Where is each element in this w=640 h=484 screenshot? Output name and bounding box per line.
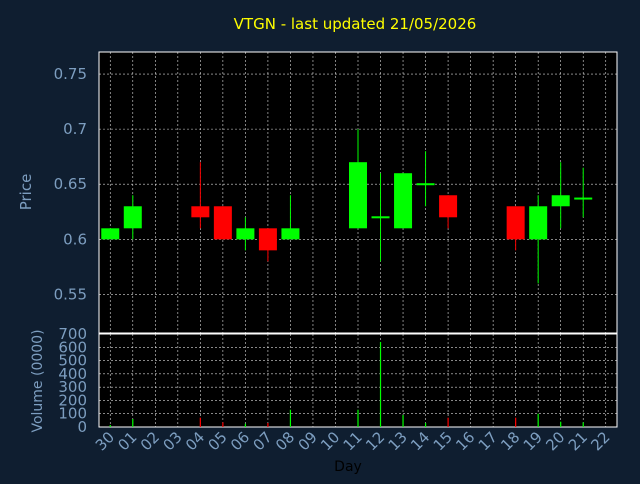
- candle-body: [416, 183, 435, 186]
- chart-title: VTGN - last updated 21/05/2026: [234, 15, 477, 33]
- candle-body: [349, 162, 367, 229]
- price-y-tick-label: 0.6: [63, 230, 87, 248]
- price-y-tick-labels: 0.55 0.6 0.65 0.7 0.75: [54, 65, 87, 303]
- candle-body: [551, 195, 570, 207]
- candle-body: [191, 206, 210, 218]
- volume-y-tick-label: 300: [58, 378, 87, 396]
- candle-body: [371, 216, 390, 219]
- x-axis-label: Day: [334, 459, 362, 475]
- volume-y-tick-label: 500: [58, 352, 87, 370]
- price-y-tick-label: 0.55: [54, 285, 87, 303]
- volume-y-tick-label: 0: [77, 418, 87, 436]
- candle-body: [529, 206, 548, 240]
- candle-body: [506, 206, 525, 240]
- candle-body: [281, 228, 300, 240]
- candle-body: [236, 228, 255, 240]
- volume-y-tick-label: 400: [58, 365, 87, 383]
- candle-body: [213, 206, 232, 240]
- price-y-tick-label: 0.75: [54, 65, 87, 83]
- volume-y-tick-label: 100: [58, 405, 87, 423]
- x-tick-labels: 3001020304050607080910111213141516171819…: [92, 428, 614, 454]
- candle-body: [574, 197, 593, 200]
- price-y-tick-label: 0.7: [63, 120, 87, 138]
- candle-body: [258, 228, 277, 251]
- candle-body: [394, 173, 413, 229]
- volume-y-tick-label: 200: [58, 391, 87, 409]
- candle-body: [123, 206, 142, 229]
- price-y-tick-label: 0.65: [54, 175, 87, 193]
- volume-y-tick-label: 600: [58, 338, 87, 356]
- volume-y-tick-label: 700: [58, 325, 87, 343]
- volume-y-axis-label: Volume (0000): [30, 329, 46, 432]
- price-candles: [101, 129, 593, 284]
- volume-bars: [109, 341, 584, 427]
- price-y-axis-label: Price: [17, 174, 35, 211]
- candle-body: [439, 195, 458, 218]
- candle-body: [101, 228, 120, 240]
